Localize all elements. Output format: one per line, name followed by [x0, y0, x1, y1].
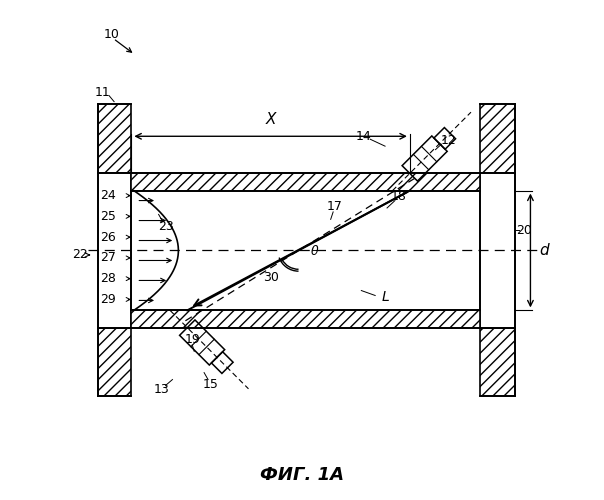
Text: 17: 17 [326, 200, 342, 213]
Text: 11: 11 [95, 86, 111, 100]
Text: ФИГ. 1А: ФИГ. 1А [260, 466, 344, 484]
Text: 26: 26 [100, 230, 115, 243]
Text: 22: 22 [72, 248, 88, 262]
Bar [480, 174, 515, 328]
Text: 18: 18 [390, 190, 406, 203]
Text: 29: 29 [100, 293, 115, 306]
Bar [98, 328, 132, 396]
Text: 12: 12 [441, 134, 457, 146]
Text: 14: 14 [356, 130, 371, 143]
Bar [98, 174, 132, 328]
Text: L: L [381, 290, 389, 304]
Text: 13: 13 [153, 383, 169, 396]
Bar [480, 328, 515, 396]
Text: 25: 25 [100, 210, 115, 223]
Text: 27: 27 [100, 252, 115, 264]
Text: 30: 30 [263, 271, 279, 284]
Text: θ: θ [311, 245, 318, 258]
Text: 20: 20 [516, 224, 533, 236]
Text: 28: 28 [100, 272, 115, 285]
Bar [98, 104, 132, 174]
Bar [480, 104, 515, 174]
Bar [132, 174, 480, 190]
Text: 15: 15 [202, 378, 219, 391]
Text: 19: 19 [184, 334, 200, 346]
Text: 23: 23 [158, 220, 174, 233]
Text: X: X [265, 112, 276, 128]
Text: 24: 24 [100, 189, 115, 202]
Text: 10: 10 [104, 28, 120, 42]
Bar [132, 310, 480, 328]
Text: d: d [539, 243, 549, 258]
